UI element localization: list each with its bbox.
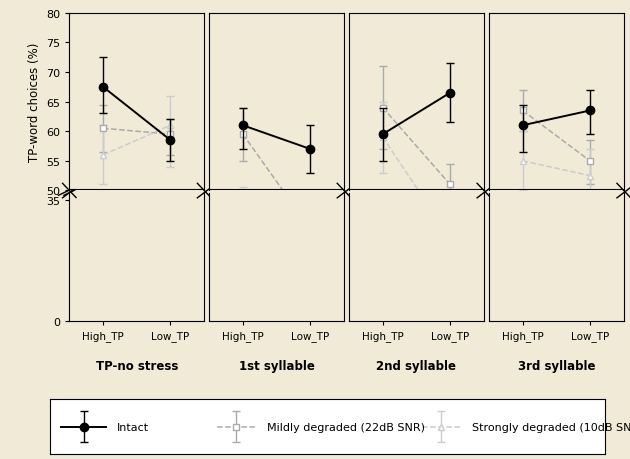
Text: 1st syllable: 1st syllable bbox=[239, 360, 314, 373]
Text: Intact: Intact bbox=[117, 422, 149, 432]
Y-axis label: TP-word choices (%): TP-word choices (%) bbox=[28, 43, 40, 162]
Text: TP-no stress: TP-no stress bbox=[96, 360, 178, 373]
Text: Mildly degraded (22dB SNR): Mildly degraded (22dB SNR) bbox=[266, 422, 425, 432]
Text: 3rd syllable: 3rd syllable bbox=[517, 360, 595, 373]
Text: 2nd syllable: 2nd syllable bbox=[377, 360, 456, 373]
Text: Strongly degraded (10dB SNR): Strongly degraded (10dB SNR) bbox=[472, 422, 630, 432]
